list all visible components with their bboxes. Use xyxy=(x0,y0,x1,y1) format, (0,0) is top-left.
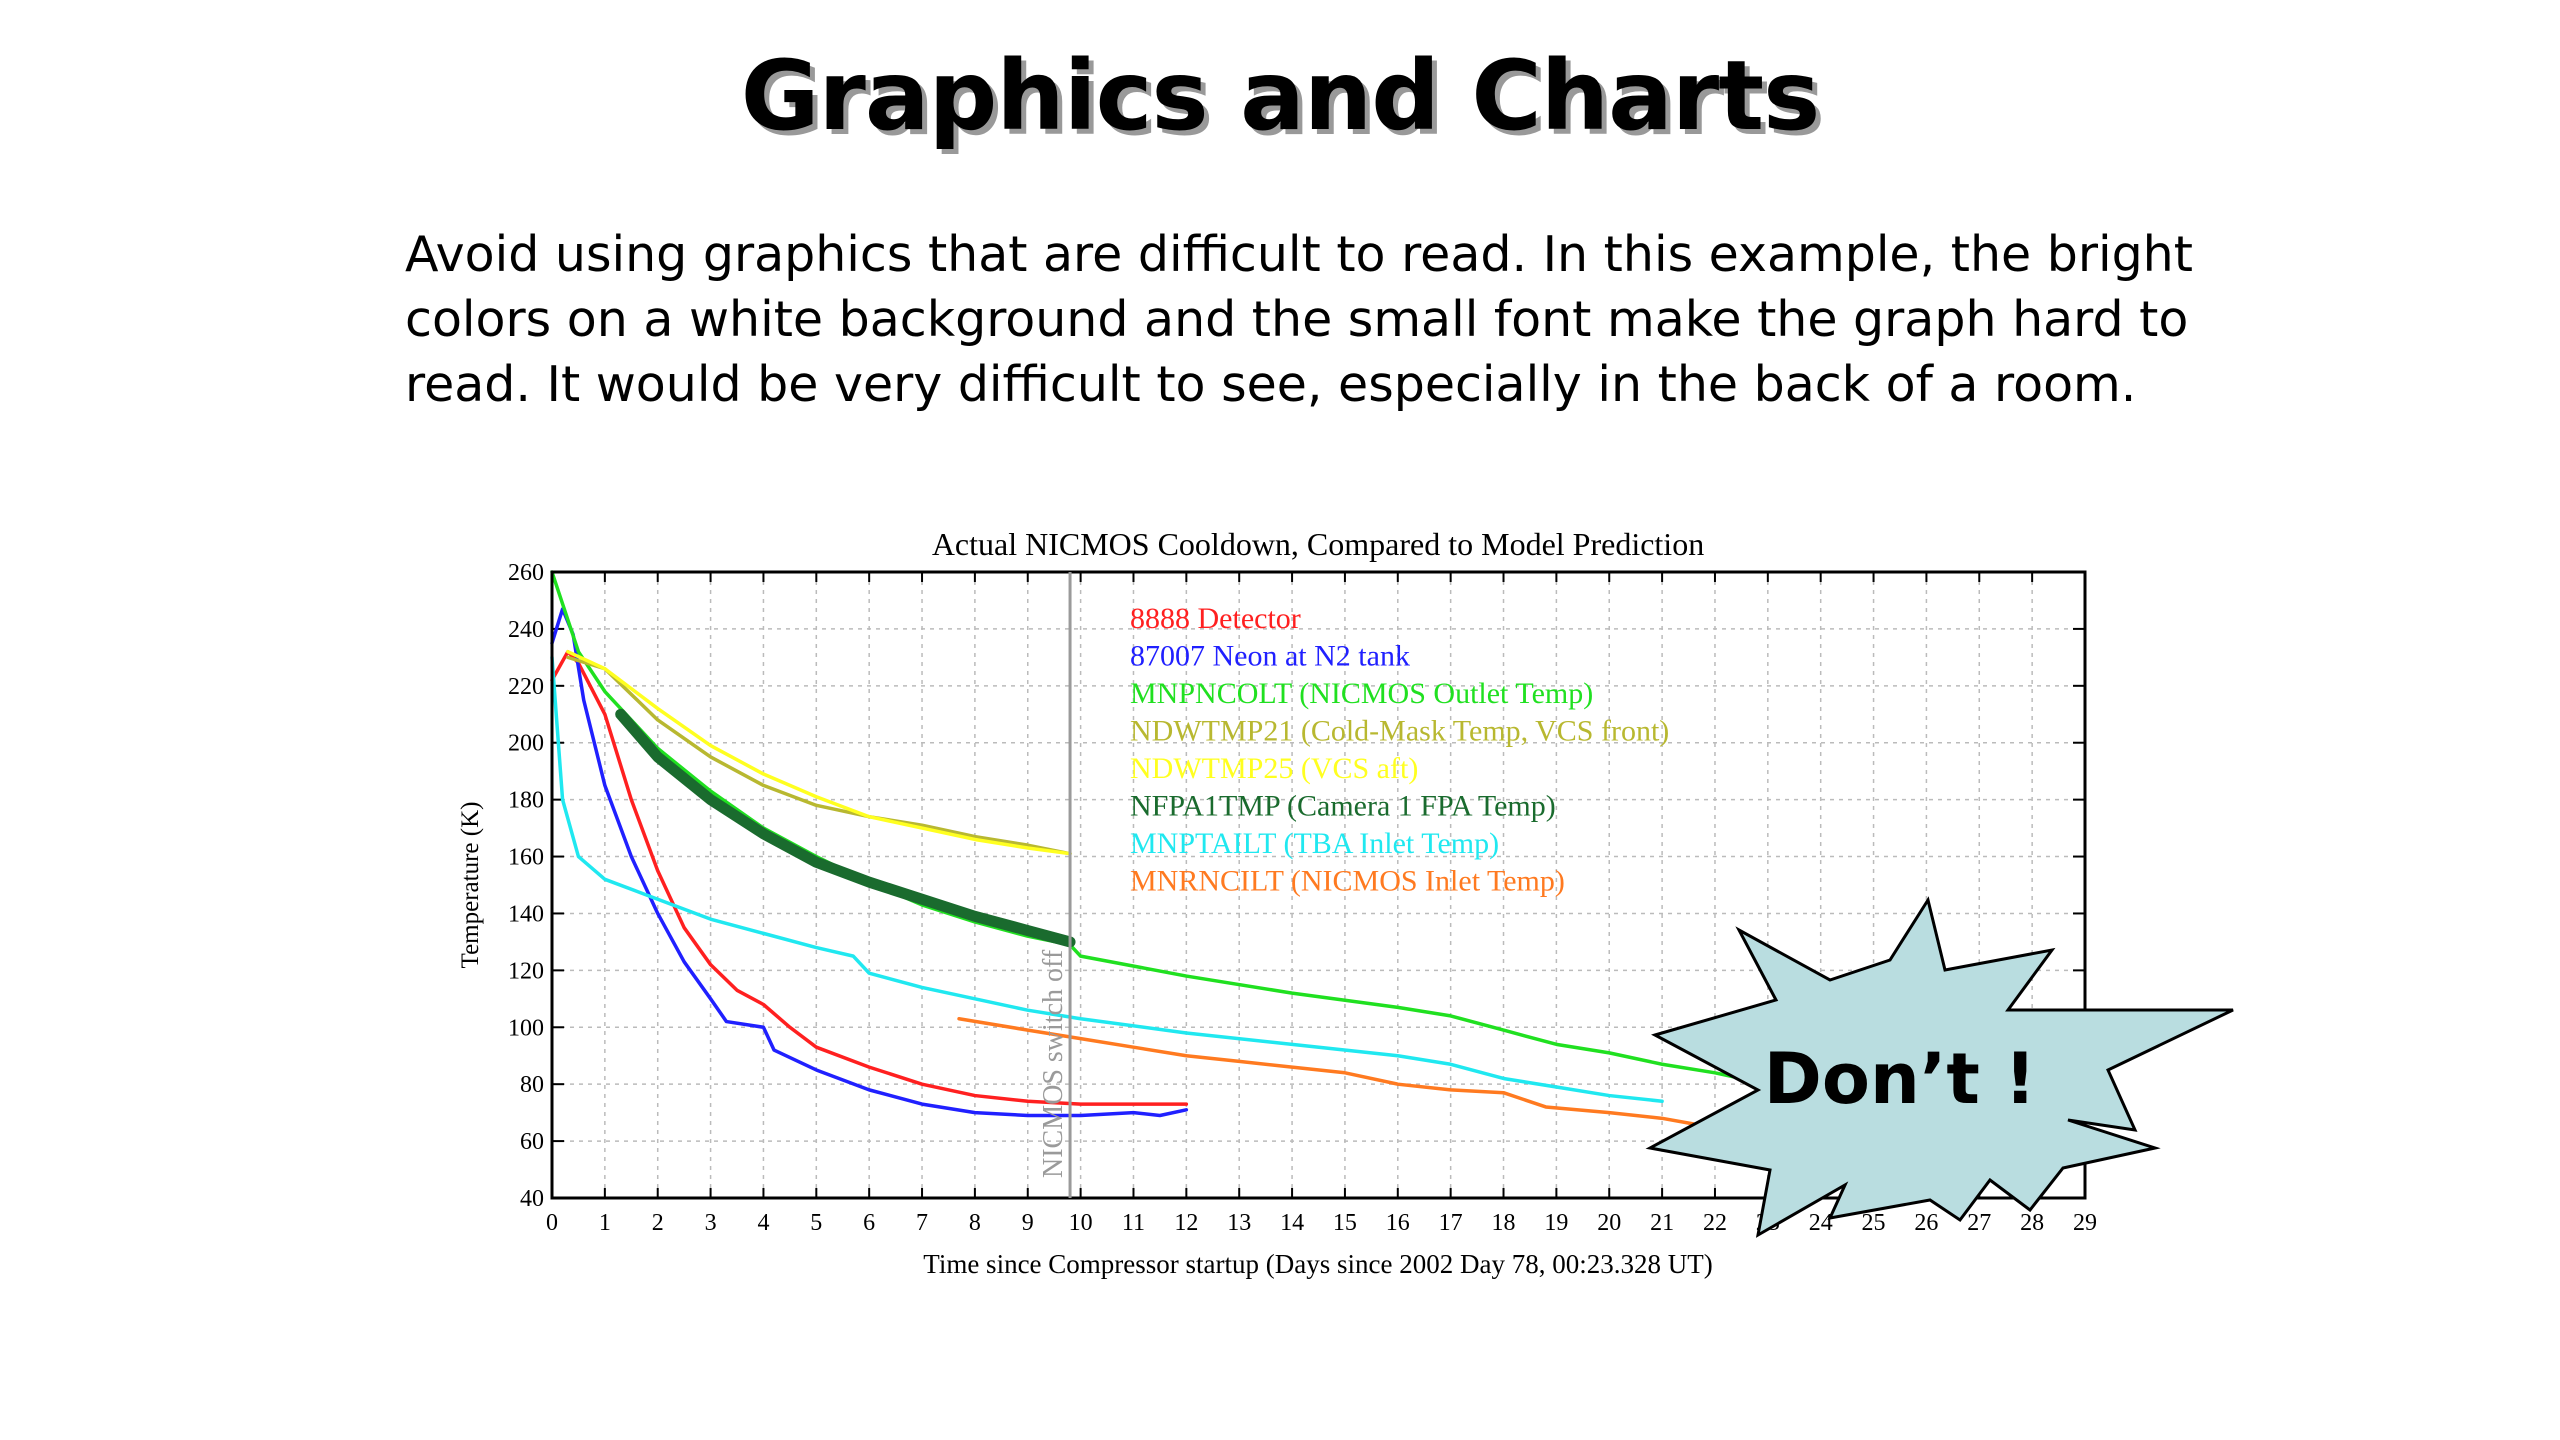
starburst-shape xyxy=(1645,896,2234,1238)
legend-entry: 87007 Neon at N2 tank xyxy=(1130,640,1410,673)
x-tick-label: 24 xyxy=(1809,1210,1833,1236)
y-tick-label: 140 xyxy=(508,901,544,927)
x-tick-label: 21 xyxy=(1650,1210,1674,1236)
slide-body-text: Avoid using graphics that are difficult … xyxy=(405,222,2225,417)
plot-frame xyxy=(550,570,2087,1200)
x-tick-label: 17 xyxy=(1439,1210,1463,1236)
x-tick-label: 25 xyxy=(1862,1210,1886,1236)
x-tick-label: 18 xyxy=(1492,1210,1516,1236)
legend-entry: MNRNCILT (NICMOS Inlet Temp) xyxy=(1130,865,1565,898)
chart-legend: 8888 Detector 87007 Neon at N2 tank MNPNCO… xyxy=(1130,602,1669,898)
legend-entry: NDWTMP25 (VCS aft) xyxy=(1130,752,1418,785)
series-line xyxy=(615,708,1076,948)
x-tick-label: 3 xyxy=(705,1210,717,1236)
x-tick-label: 12 xyxy=(1174,1210,1198,1236)
series-line xyxy=(550,655,1664,1104)
x-tick-label: 20 xyxy=(1597,1210,1621,1236)
x-tick-label: 26 xyxy=(1914,1210,1938,1236)
x-tick-label: 27 xyxy=(1967,1210,1991,1236)
chart-annotations: NICMOS switch off xyxy=(1038,572,1072,1198)
x-tick-label: 29 xyxy=(2073,1210,2097,1236)
switch-off-label: NICMOS switch off xyxy=(1038,949,1069,1178)
y-tick-label: 120 xyxy=(508,958,544,984)
legend-entry: MNPNCOLT (NICMOS Outlet Temp) xyxy=(1130,677,1593,710)
y-tick-label: 200 xyxy=(508,731,544,757)
x-tick-label: 5 xyxy=(810,1210,822,1236)
slide-title: Graphics and Charts xyxy=(740,40,1821,152)
series-line xyxy=(566,649,1072,856)
x-tick-label: 7 xyxy=(916,1210,928,1236)
x-tick-label: 9 xyxy=(1022,1210,1034,1236)
body-line: colors on a white background and the sma… xyxy=(405,291,2189,348)
y-tick-label: 220 xyxy=(508,674,544,700)
x-tick-label: 28 xyxy=(2020,1210,2044,1236)
legend-entry: 8888 Detector xyxy=(1130,602,1301,635)
x-tick-label: 8 xyxy=(969,1210,981,1236)
y-tick-label: 80 xyxy=(520,1072,544,1098)
y-axis-label: Temperature (K) xyxy=(457,802,484,969)
series-line xyxy=(550,607,1189,1118)
x-tick-label: 15 xyxy=(1333,1210,1357,1236)
x-tick-label: 0 xyxy=(546,1210,558,1236)
series-line xyxy=(550,649,1189,1106)
dont-callout-text: Don’t ! xyxy=(1764,1038,2036,1120)
y-tick-label: 240 xyxy=(508,617,544,643)
y-tick-label: 100 xyxy=(508,1015,544,1041)
x-tick-label: 6 xyxy=(863,1210,875,1236)
y-tick-label: 260 xyxy=(508,560,544,586)
chart-title: Actual NICMOS Cooldown, Compared to Mode… xyxy=(932,526,1704,562)
x-axis-label: Time since Compressor startup (Days sinc… xyxy=(923,1249,1712,1279)
series-line xyxy=(957,1016,1696,1126)
y-tick-label: 160 xyxy=(508,845,544,871)
x-tick-label: 10 xyxy=(1069,1210,1093,1236)
x-tick-label: 13 xyxy=(1227,1210,1251,1236)
legend-entry: NDWTMP21 (Cold-Mask Temp, VCS front) xyxy=(1130,715,1669,748)
x-tick-label: 4 xyxy=(757,1210,769,1236)
x-tick-label: 16 xyxy=(1386,1210,1410,1236)
x-tick-label: 19 xyxy=(1544,1210,1568,1236)
x-tick-label: 14 xyxy=(1280,1210,1304,1236)
x-tick-label: 22 xyxy=(1703,1210,1727,1236)
legend-entry: MNPTAILT (TBA Inlet Temp) xyxy=(1130,827,1499,860)
y-tick-label: 180 xyxy=(508,788,544,814)
y-tick-label: 40 xyxy=(520,1186,544,1212)
x-tick-label: 1 xyxy=(599,1210,611,1236)
dont-callout: Don’t ! xyxy=(1645,896,2234,1238)
body-line: Avoid using graphics that are difficult … xyxy=(405,226,2193,283)
y-tick-label: 60 xyxy=(520,1129,544,1155)
x-tick-label: 11 xyxy=(1122,1210,1145,1236)
legend-entry: NFPA1TMP (Camera 1 FPA Temp) xyxy=(1130,790,1556,823)
x-tick-label: 2 xyxy=(652,1210,664,1236)
series-line xyxy=(566,655,1072,856)
body-line: read. It would be very difficult to see,… xyxy=(405,356,2137,413)
